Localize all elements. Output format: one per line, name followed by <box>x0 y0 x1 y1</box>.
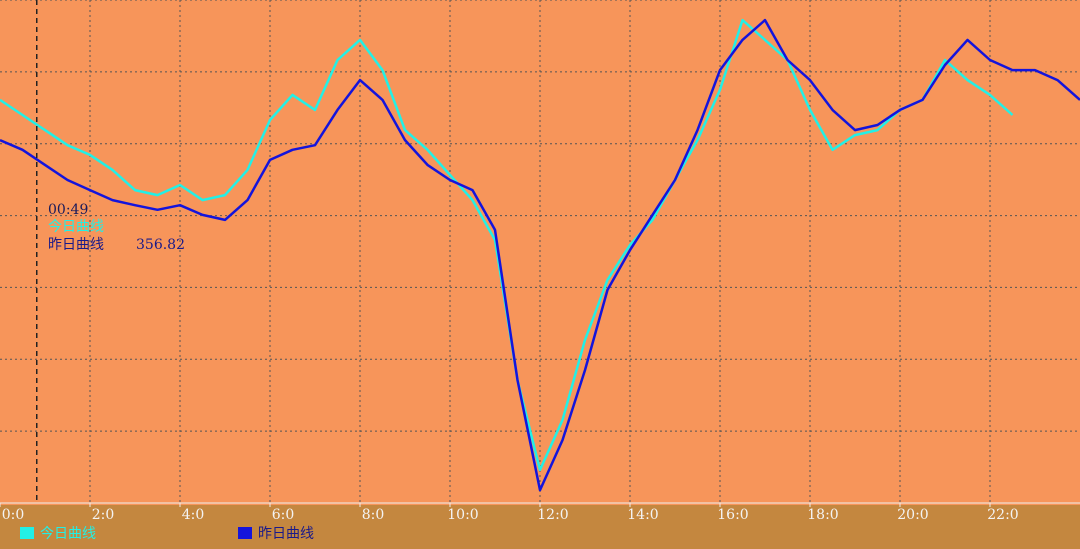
x-tick-label: 22:0 <box>987 507 1018 523</box>
x-tick-label: 8:0 <box>362 507 385 523</box>
legend-label: 今日曲线 <box>40 526 96 542</box>
tooltip-yesterday-value: 356.82 <box>136 237 185 253</box>
legend-swatch <box>20 527 34 539</box>
x-tick-label: 16:0 <box>717 507 748 523</box>
legend-swatch <box>238 527 252 539</box>
x-tick-label: 20:0 <box>897 507 928 523</box>
tooltip-yesterday-label: 昨日曲线 <box>48 237 104 253</box>
series-line <box>0 18 1080 492</box>
x-tick-label: 2:0 <box>92 507 115 523</box>
x-tick-label: 14:0 <box>627 507 658 523</box>
tooltip-today-label: 今日曲线 <box>48 219 104 235</box>
x-tick-label: 18:0 <box>807 507 838 523</box>
x-tick-label: 6:0 <box>272 507 295 523</box>
tooltip-time: 00:49 <box>48 202 88 218</box>
x-tick-label: 0:0 <box>2 507 25 523</box>
x-tick-label: 4:0 <box>182 507 205 523</box>
legend-label: 昨日曲线 <box>258 526 314 542</box>
axis-band <box>0 505 1080 549</box>
x-tick-label: 12:0 <box>537 507 568 523</box>
x-tick-label: 10:0 <box>447 507 478 523</box>
